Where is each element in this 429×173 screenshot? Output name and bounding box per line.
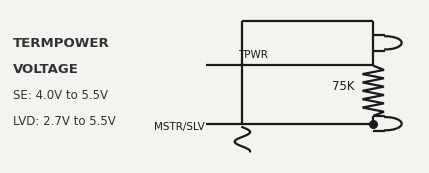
Text: 75K: 75K <box>332 80 355 93</box>
Text: TERMPOWER: TERMPOWER <box>13 37 110 50</box>
Text: SE: 4.0V to 5.5V: SE: 4.0V to 5.5V <box>13 89 108 102</box>
Text: MSTR/SLV: MSTR/SLV <box>154 122 205 132</box>
Text: TPWR: TPWR <box>238 50 268 60</box>
Text: VOLTAGE: VOLTAGE <box>13 63 79 76</box>
Text: LVD: 2.7V to 5.5V: LVD: 2.7V to 5.5V <box>13 115 116 128</box>
